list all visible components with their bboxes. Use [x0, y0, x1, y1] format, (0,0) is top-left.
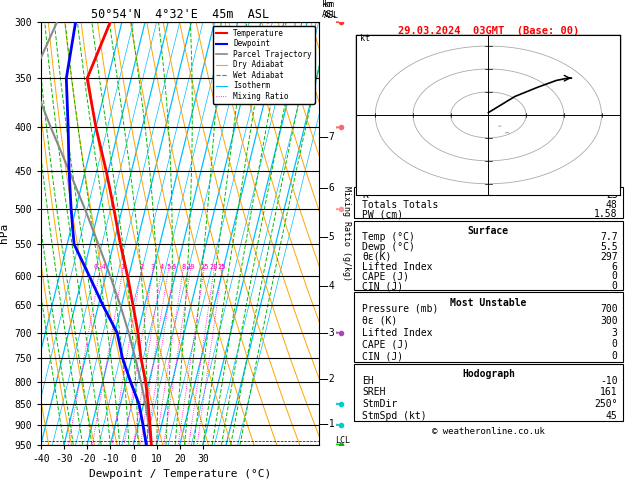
Title: 50°54'N  4°32'E  45m  ASL: 50°54'N 4°32'E 45m ASL [91, 8, 269, 21]
Text: 20: 20 [210, 264, 218, 270]
Text: StmDir: StmDir [362, 399, 397, 409]
Text: km
ASL: km ASL [322, 0, 337, 19]
Text: kt: kt [360, 35, 370, 43]
Text: 0: 0 [612, 281, 618, 291]
Text: -1: -1 [323, 419, 335, 430]
Text: SREH: SREH [362, 387, 386, 398]
Text: Temp (°C): Temp (°C) [362, 232, 415, 242]
Text: 0: 0 [612, 339, 618, 349]
Bar [353, 364, 623, 421]
Text: 45: 45 [606, 411, 618, 421]
Text: CIN (J): CIN (J) [362, 351, 403, 361]
Text: 1.58: 1.58 [594, 209, 618, 220]
Text: 161: 161 [600, 387, 618, 398]
Bar [353, 293, 623, 362]
Text: 700: 700 [600, 304, 618, 314]
Text: -6: -6 [323, 183, 335, 193]
Text: CIN (J): CIN (J) [362, 281, 403, 291]
Text: © weatheronline.co.uk: © weatheronline.co.uk [432, 427, 545, 436]
Text: 5: 5 [166, 264, 170, 270]
Text: Totals Totals: Totals Totals [362, 200, 438, 209]
Text: θε (K): θε (K) [362, 316, 397, 326]
Text: CAPE (J): CAPE (J) [362, 272, 409, 281]
Text: 23: 23 [606, 190, 618, 200]
Text: 3: 3 [612, 328, 618, 338]
Text: 7.7: 7.7 [600, 232, 618, 242]
X-axis label: Dewpoint / Temperature (°C): Dewpoint / Temperature (°C) [89, 469, 271, 479]
Text: CAPE (J): CAPE (J) [362, 339, 409, 349]
Text: 300: 300 [600, 316, 618, 326]
Text: θε(K): θε(K) [362, 252, 391, 262]
Bar [353, 221, 623, 290]
Text: Surface: Surface [468, 226, 509, 236]
Bar [357, 35, 620, 195]
Text: -10: -10 [600, 376, 618, 386]
Text: PW (cm): PW (cm) [362, 209, 403, 220]
Text: 297: 297 [600, 252, 618, 262]
Text: 6: 6 [612, 261, 618, 272]
Text: Hodograph: Hodograph [462, 369, 515, 380]
Text: Most Unstable: Most Unstable [450, 297, 526, 308]
Text: 5.5: 5.5 [600, 242, 618, 252]
Text: 0.4: 0.4 [94, 264, 106, 270]
Text: 6: 6 [172, 264, 176, 270]
Text: 1: 1 [121, 264, 125, 270]
Text: 3: 3 [151, 264, 155, 270]
Text: -7: -7 [323, 132, 335, 142]
Legend: Temperature, Dewpoint, Parcel Trajectory, Dry Adiabat, Wet Adiabat, Isotherm, Mi: Temperature, Dewpoint, Parcel Trajectory… [213, 26, 315, 104]
Text: 0: 0 [612, 272, 618, 281]
Text: km
ASL: km ASL [323, 0, 338, 20]
Text: -2: -2 [323, 374, 335, 384]
Text: EH: EH [362, 376, 374, 386]
Text: LCL: LCL [335, 436, 350, 445]
Text: Lifted Index: Lifted Index [362, 328, 432, 338]
Text: 29.03.2024  03GMT  (Base: 00): 29.03.2024 03GMT (Base: 00) [398, 26, 579, 36]
Text: 2: 2 [140, 264, 143, 270]
Text: -3: -3 [323, 328, 335, 338]
Text: 4: 4 [159, 264, 164, 270]
Text: Lifted Index: Lifted Index [362, 261, 432, 272]
Y-axis label: hPa: hPa [0, 223, 9, 243]
Text: 8: 8 [181, 264, 186, 270]
Bar [353, 187, 623, 219]
Text: Mixing Ratio (g/kg): Mixing Ratio (g/kg) [342, 186, 350, 281]
Text: -4: -4 [323, 281, 335, 291]
Text: StmSpd (kt): StmSpd (kt) [362, 411, 426, 421]
Text: 250°: 250° [594, 399, 618, 409]
Text: K: K [362, 190, 368, 200]
Text: Dewp (°C): Dewp (°C) [362, 242, 415, 252]
Text: 15: 15 [200, 264, 208, 270]
Text: 25: 25 [218, 264, 226, 270]
Text: -5: -5 [323, 232, 335, 243]
Text: 48: 48 [606, 200, 618, 209]
Text: 0: 0 [612, 351, 618, 361]
Text: Pressure (mb): Pressure (mb) [362, 304, 438, 314]
Text: 10: 10 [186, 264, 194, 270]
